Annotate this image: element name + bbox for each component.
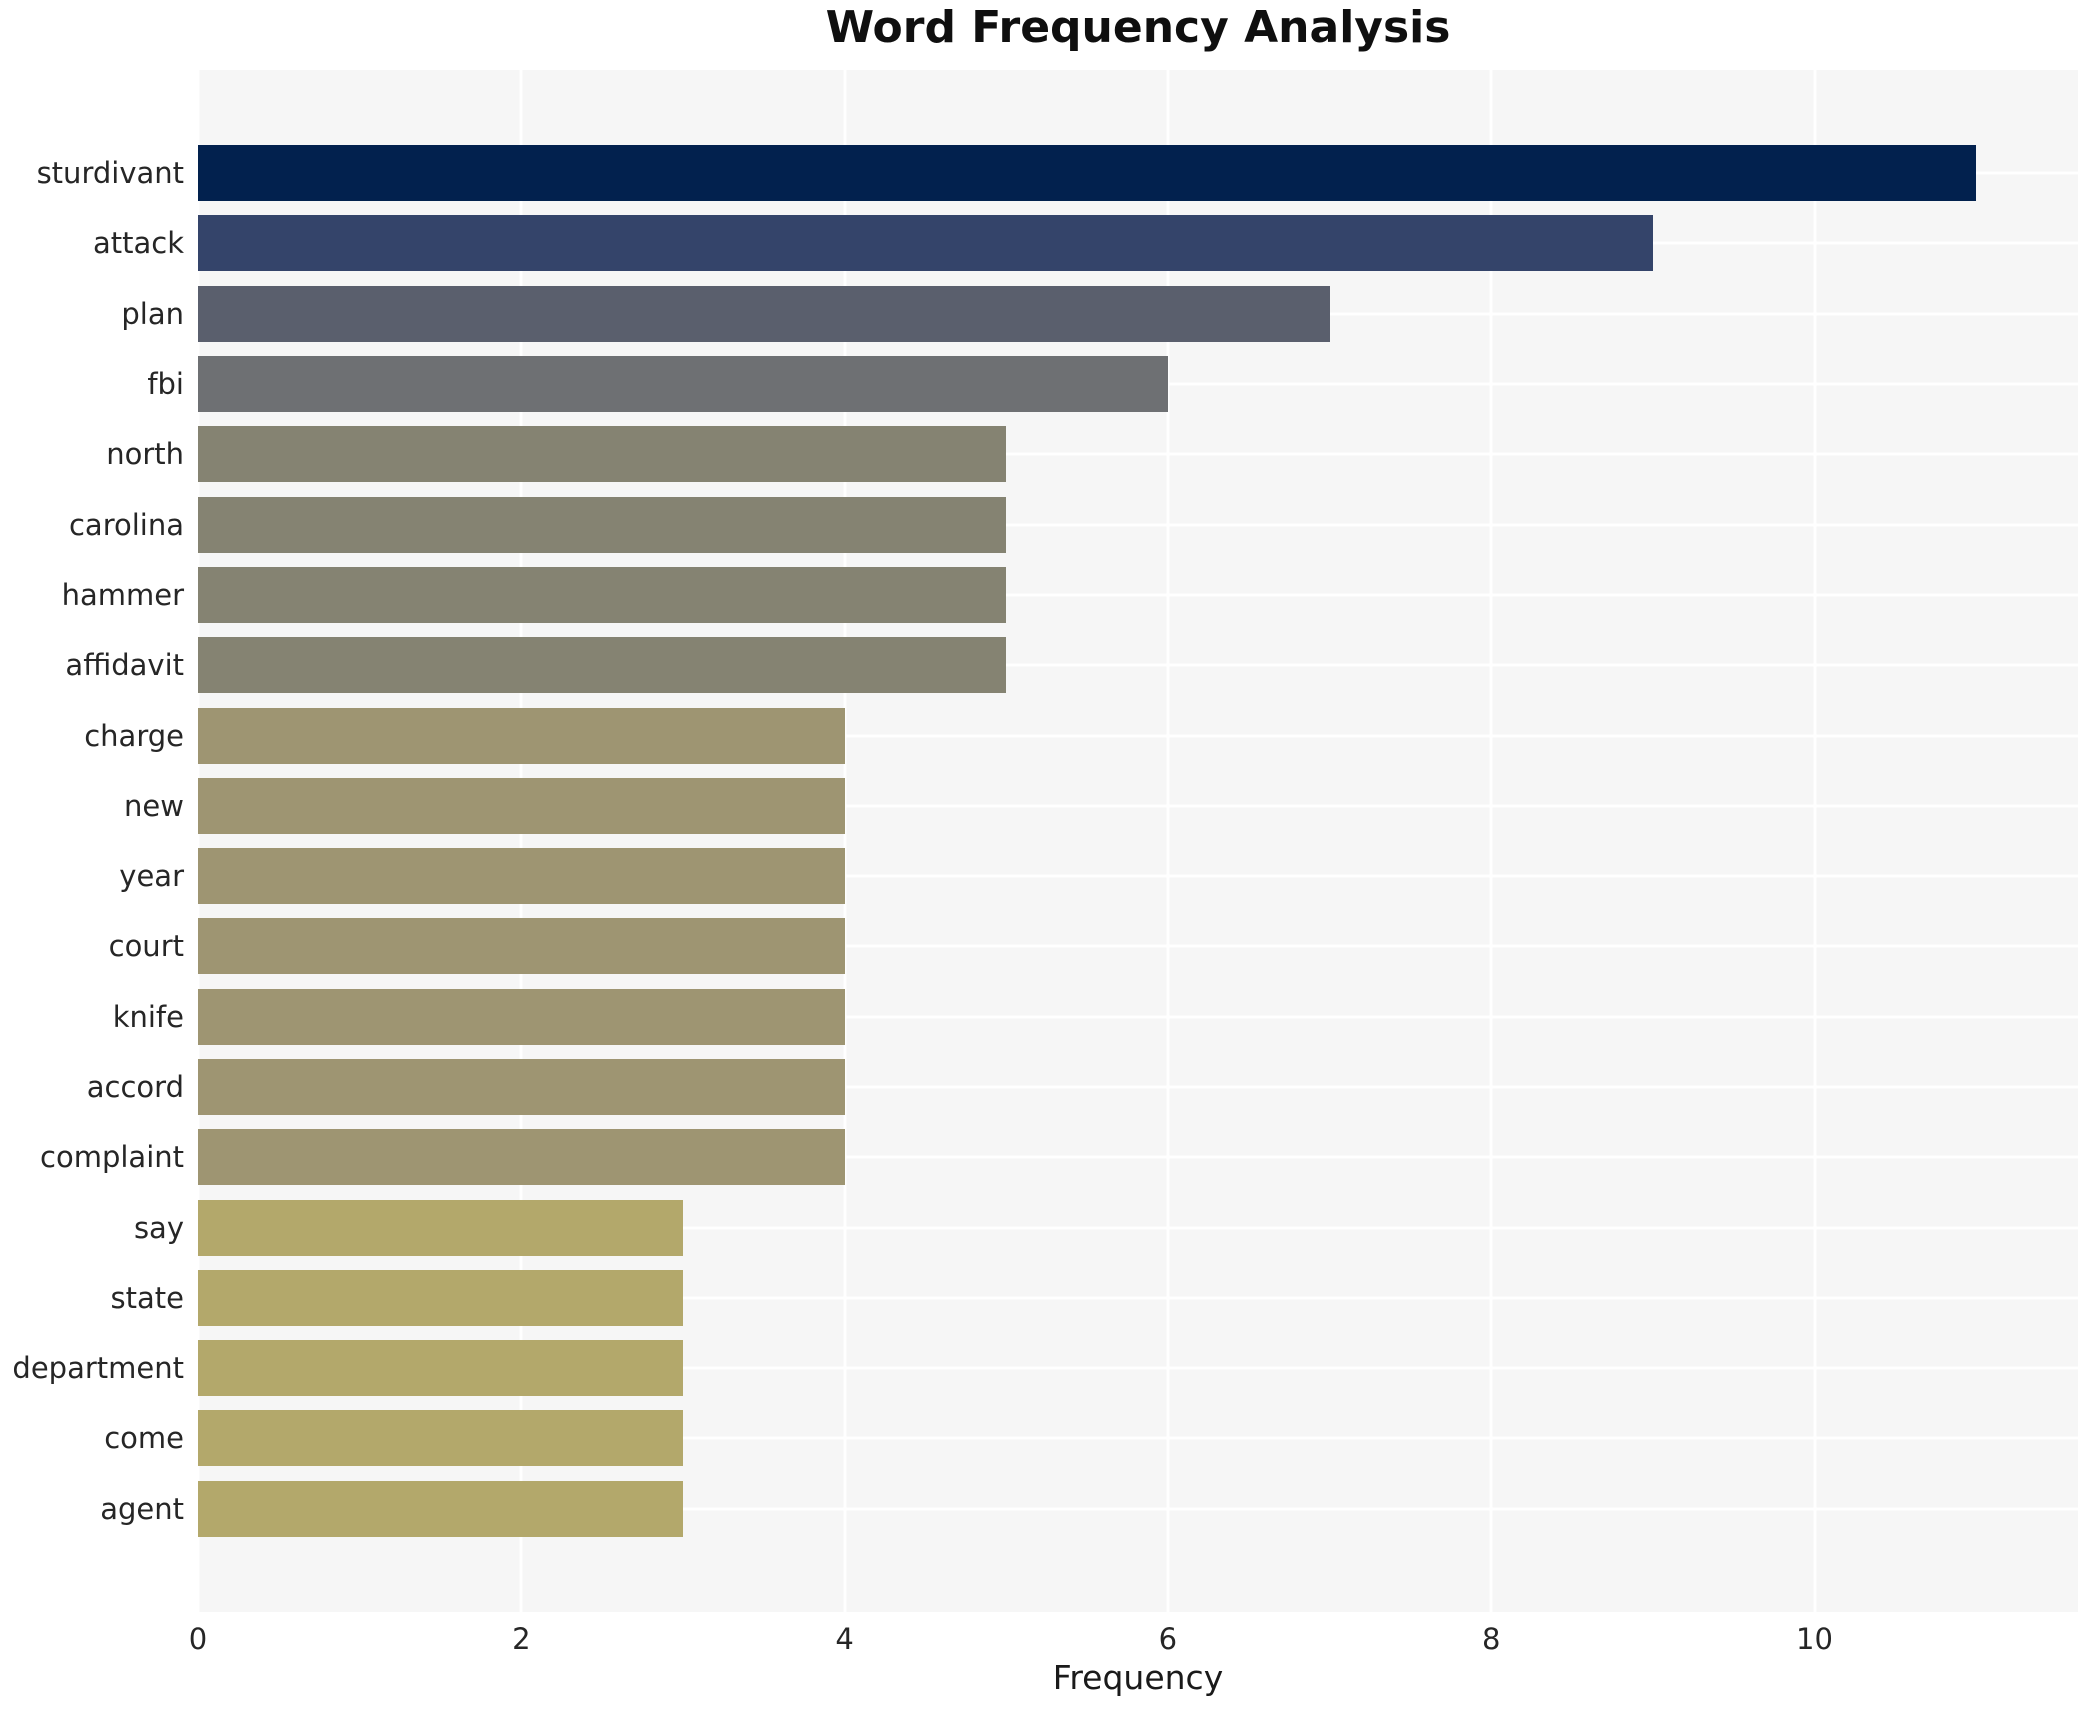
bar-row: say xyxy=(134,1192,2078,1262)
bar-row: fbi xyxy=(147,349,2078,419)
gridline-x-10 xyxy=(1813,70,1816,1612)
gridline-y xyxy=(198,1085,2078,1089)
category-label: attack xyxy=(92,226,184,261)
x-axis-label: Frequency xyxy=(1052,1658,1224,1697)
category-label: knife xyxy=(112,999,184,1034)
bar-say xyxy=(198,1199,683,1256)
bar-row: knife xyxy=(113,982,2078,1052)
category-label: affidavit xyxy=(65,648,184,683)
bar-hammer xyxy=(198,566,1007,623)
gridline-y xyxy=(198,523,2078,527)
bar-row: complaint xyxy=(40,1122,2078,1192)
bar-plan xyxy=(198,285,1330,342)
x-tick-label: 8 xyxy=(1481,1622,1501,1656)
gridline-x-8 xyxy=(1489,70,1493,1612)
x-tick-label: 10 xyxy=(1796,1622,1833,1656)
bar-complaint xyxy=(198,1129,845,1186)
gridline-y xyxy=(198,663,2078,667)
x-tick-label: 4 xyxy=(835,1622,854,1656)
chart-title: Word Frequency Analysis xyxy=(825,2,1451,53)
category-label: agent xyxy=(100,1491,184,1526)
category-label: court xyxy=(108,929,184,964)
bar-row: accord xyxy=(87,1052,2078,1122)
category-label: year xyxy=(119,859,184,894)
gridline-y xyxy=(198,452,2078,456)
bar-row: come xyxy=(104,1403,2078,1473)
gridline-y xyxy=(198,1155,2078,1159)
category-label: plan xyxy=(121,296,184,331)
bar-state xyxy=(198,1269,683,1326)
gridline-y xyxy=(198,1366,2078,1370)
category-label: new xyxy=(124,788,184,823)
gridline-y xyxy=(198,1015,2078,1019)
gridline-x-0 xyxy=(196,70,200,1612)
category-label: charge xyxy=(84,718,184,753)
bar-row: sturdivant xyxy=(37,138,2078,208)
bar-fbi xyxy=(198,356,1168,413)
bar-affidavit xyxy=(198,637,1007,694)
gridline-y xyxy=(198,874,2078,878)
bar-row: year xyxy=(119,841,2078,911)
bar-row: plan xyxy=(121,279,2078,349)
bar-row: north xyxy=(106,419,2078,489)
category-label: north xyxy=(106,437,184,472)
bar-row: attack xyxy=(93,208,2078,278)
bar-knife xyxy=(198,988,845,1045)
bar-row: hammer xyxy=(62,560,2078,630)
bar-agent xyxy=(198,1480,683,1537)
gridline-y xyxy=(198,734,2078,738)
bar-rows: sturdivant attack plan fbi north carolina hamm… xyxy=(12,70,2078,1612)
bar-attack xyxy=(198,215,1653,272)
category-label: accord xyxy=(86,1070,184,1104)
x-tick-label: 6 xyxy=(1158,1622,1178,1656)
bar-row: affidavit xyxy=(65,630,2078,700)
x-tick-label: 0 xyxy=(188,1622,208,1656)
bar-row: court xyxy=(109,911,2078,981)
gridline-y xyxy=(198,804,2078,808)
gridline-y xyxy=(198,593,2078,597)
plot-area: sturdivant attack plan fbi north carolina hamm… xyxy=(12,70,2078,1612)
bar-accord xyxy=(198,1059,845,1115)
bar-come xyxy=(198,1410,683,1467)
gridline-y xyxy=(198,1436,2078,1440)
x-axis: 0 2 4 6 8 10 xyxy=(189,1612,2078,1664)
bar-department xyxy=(198,1340,683,1397)
bar-north xyxy=(198,426,1007,483)
bar-year xyxy=(198,848,845,905)
bar-carolina xyxy=(198,496,1007,553)
category-label: sturdivant xyxy=(36,156,184,191)
bar-row: carolina xyxy=(69,489,2078,559)
bar-row: department xyxy=(12,1333,2078,1403)
gridline-x-4 xyxy=(843,70,847,1612)
category-label: fbi xyxy=(147,367,184,402)
category-label: complaint xyxy=(40,1140,184,1175)
gridline-y xyxy=(198,944,2078,948)
bar-row: new xyxy=(124,771,2078,841)
category-label: say xyxy=(133,1210,184,1245)
bar-charge xyxy=(198,707,845,764)
gridline-x-2 xyxy=(519,70,523,1612)
gridline-y xyxy=(198,1507,2078,1511)
category-label: carolina xyxy=(68,507,184,542)
gridline-y xyxy=(198,1226,2078,1230)
bar-row: state xyxy=(111,1263,2078,1333)
category-label: hammer xyxy=(61,577,184,612)
gridline-y xyxy=(198,1296,2078,1300)
category-label: come xyxy=(104,1421,184,1456)
x-tick-label: 2 xyxy=(512,1622,531,1656)
gridline-x-6 xyxy=(1166,70,1170,1612)
bar-row: agent xyxy=(100,1474,2078,1544)
bar-sturdivant xyxy=(198,145,1977,202)
bar-row: charge xyxy=(84,700,2078,770)
category-label: department xyxy=(12,1351,184,1386)
bar-new xyxy=(198,777,845,834)
category-label: state xyxy=(110,1280,184,1315)
bar-court xyxy=(198,918,845,975)
